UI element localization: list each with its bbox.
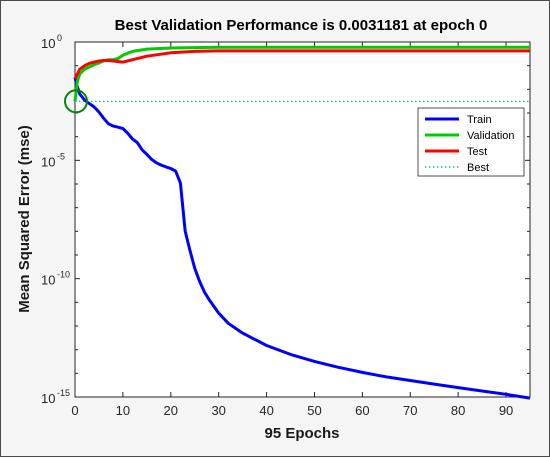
chart-title: Best Validation Performance is 0.0031181… xyxy=(115,17,488,34)
y-tick-label: 10 0 xyxy=(41,33,62,51)
y-tick-exponent: -15 xyxy=(57,388,70,398)
x-axis-ticks: 0 10 20 30 40 50 60 70 80 90 xyxy=(71,42,513,418)
legend-label-validation: Validation xyxy=(467,130,515,142)
series-line-validation xyxy=(73,45,530,102)
x-tick-label: 40 xyxy=(259,403,273,418)
y-tick-base: 10 xyxy=(41,36,55,51)
best-marker-layer xyxy=(64,89,88,114)
x-tick-label: 30 xyxy=(211,403,225,418)
legend-label-train: Train xyxy=(467,114,492,126)
y-tick-exponent: -5 xyxy=(57,151,65,161)
y-tick-label: 10 -5 xyxy=(41,151,65,169)
legend-label-test: Test xyxy=(467,146,487,158)
x-tick-label: 10 xyxy=(116,403,130,418)
x-tick-label: 60 xyxy=(355,403,369,418)
y-tick-label: 10 -10 xyxy=(41,270,70,288)
series-line-train xyxy=(73,77,531,400)
legend: Train Validation Test Best xyxy=(417,107,525,177)
y-tick-label: 10 -15 xyxy=(41,388,70,406)
y-tick-exponent: -10 xyxy=(57,270,70,280)
best-point-marker xyxy=(64,89,88,114)
x-tick-label: 20 xyxy=(164,403,178,418)
y-axis-label: Mean Squared Error (mse) xyxy=(16,125,33,313)
x-axis-label: 95 Epochs xyxy=(264,425,339,442)
plot-area xyxy=(74,41,531,398)
x-tick-label: 80 xyxy=(451,403,465,418)
x-tick-label: 90 xyxy=(499,403,513,418)
series-line-test xyxy=(73,49,530,80)
x-tick-label: 50 xyxy=(307,403,321,418)
y-tick-base: 10 xyxy=(41,273,55,288)
y-tick-exponent: 0 xyxy=(57,33,62,43)
x-tick-label: 70 xyxy=(403,403,417,418)
y-tick-base: 10 xyxy=(41,391,55,406)
series-lines xyxy=(73,45,531,400)
legend-label-best: Best xyxy=(467,162,489,174)
y-tick-base: 10 xyxy=(41,154,55,169)
x-tick-label: 0 xyxy=(71,403,78,418)
